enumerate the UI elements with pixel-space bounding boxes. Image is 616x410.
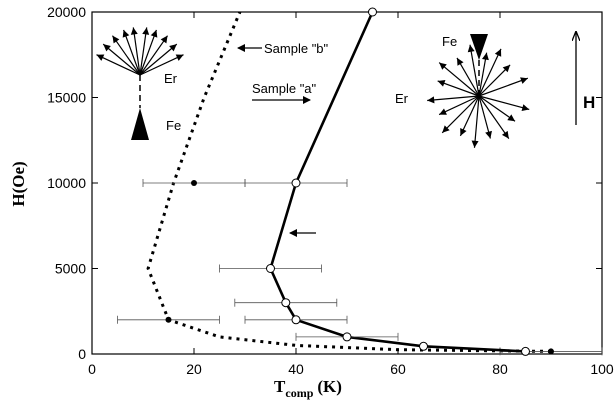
er-arrow-left [139, 54, 184, 76]
x-tick-label: 100 [590, 361, 614, 377]
er-arrow-right-head [521, 104, 530, 112]
series-a-point [368, 7, 377, 17]
er-arrow-right-head [471, 140, 479, 148]
er-arrow-left [102, 43, 141, 76]
er-arrow-right [469, 44, 480, 97]
series-sample-b [117, 11, 603, 356]
er-arrow-left-head [160, 35, 168, 44]
spin-diagram-left: Er Fe [96, 27, 184, 140]
er-arrow-right [478, 77, 529, 97]
series-a-point [266, 264, 275, 273]
y-tick-label: 15000 [47, 90, 86, 106]
er-arrow-right [459, 95, 480, 137]
er-arrow-right-head [507, 114, 516, 122]
label-er-left: Er [164, 71, 178, 86]
er-arrow-left [139, 43, 178, 76]
er-arrow-left-head [142, 27, 150, 35]
er-arrow-right [438, 95, 480, 116]
fe-arrow-right [470, 34, 488, 60]
er-arrow-right-head [485, 130, 492, 139]
label-sample-b: Sample "b" [264, 41, 329, 56]
er-arrow-right [473, 95, 480, 148]
er-arrow-right [478, 52, 488, 97]
y-tick-label: 20000 [47, 4, 86, 20]
er-arrow-left [132, 27, 141, 76]
series-a-point [342, 332, 352, 342]
er-arrow-right [478, 95, 491, 139]
er-arrow-right [438, 62, 480, 97]
er-arrow-left-head [122, 29, 130, 38]
x-axis-title-main: T [274, 377, 286, 396]
er-arrow-right-head [502, 64, 511, 73]
er-arrow-right-head [481, 52, 489, 61]
label-sample-a: Sample "a" [252, 81, 317, 96]
er-fan-arrows-left [96, 27, 184, 76]
x-axis-title-unit: (K) [317, 377, 342, 396]
er-arrow-left [139, 35, 169, 76]
series-sample-a [219, 7, 530, 356]
er-arrow-right-head [439, 62, 447, 70]
y-tick-label: 10000 [47, 175, 86, 191]
series-a-point [291, 315, 301, 325]
x-axis-title-sub: comp [285, 386, 313, 400]
er-arrow-right-head [467, 44, 475, 53]
fe-arrow-left [131, 108, 149, 140]
er-arrow-right-head [460, 128, 467, 136]
er-arrow-left [123, 29, 141, 76]
er-arrow-left-head [150, 29, 158, 38]
x-tick-label: 60 [390, 361, 406, 377]
er-arrow-right-head [520, 77, 528, 84]
er-arrow-left-head [169, 44, 177, 52]
er-arrow-left [139, 27, 148, 76]
series-a-point [281, 298, 291, 308]
er-arrow-right [478, 95, 510, 139]
er-arrow-left [111, 35, 141, 76]
er-arrow-right-head [427, 96, 435, 104]
axis-ticks: 0 20 40 60 80 100 0 5000 10000 15000 20000 [47, 4, 614, 377]
series-a-point [419, 341, 428, 351]
er-arrow-left [139, 29, 157, 76]
label-fe-right: Fe [442, 34, 457, 49]
y-axis-title: H(Oe) [9, 161, 28, 206]
er-arrow-right [441, 95, 480, 134]
er-arrow-left [96, 54, 141, 76]
label-h-field: H [583, 93, 595, 112]
er-arrow-left-head [175, 54, 184, 61]
er-arrow-right-head [437, 80, 446, 87]
series-b-point [191, 180, 197, 186]
x-tick-label: 0 [88, 361, 96, 377]
y-tick-label: 5000 [55, 261, 86, 277]
series-a-point [521, 346, 530, 356]
er-arrow-right-head [439, 108, 447, 115]
series-a-point [291, 178, 301, 188]
x-tick-label: 20 [186, 361, 202, 377]
er-arrow-left-head [103, 44, 111, 52]
spin-diagram-right: Fe Er [395, 34, 530, 148]
er-star-arrows-right [427, 44, 530, 148]
er-arrow-right [478, 48, 502, 97]
er-arrow-right-head [442, 125, 450, 133]
series-a-line [269, 11, 526, 353]
series-b-point [165, 316, 172, 323]
er-arrow-right [456, 57, 480, 97]
er-arrow-right-head [501, 130, 509, 139]
er-arrow-right [478, 95, 530, 111]
er-arrow-left-head [96, 54, 105, 61]
y-tick-label: 0 [78, 346, 86, 362]
er-arrow-left-head [112, 35, 120, 44]
x-tick-label: 40 [288, 361, 304, 377]
x-tick-label: 80 [492, 361, 508, 377]
er-arrow-left-head [130, 27, 138, 35]
er-arrow-right-head [494, 48, 502, 57]
er-arrow-right [478, 95, 516, 122]
er-arrow-right [427, 95, 480, 102]
x-axis-title: Tcomp (K) [274, 377, 342, 400]
er-arrow-right-head [457, 57, 464, 66]
er-arrow-right [478, 64, 511, 97]
series-b-point [548, 348, 554, 355]
label-fe-left: Fe [166, 118, 181, 133]
er-arrow-right [437, 80, 480, 97]
label-er-right: Er [395, 91, 409, 106]
